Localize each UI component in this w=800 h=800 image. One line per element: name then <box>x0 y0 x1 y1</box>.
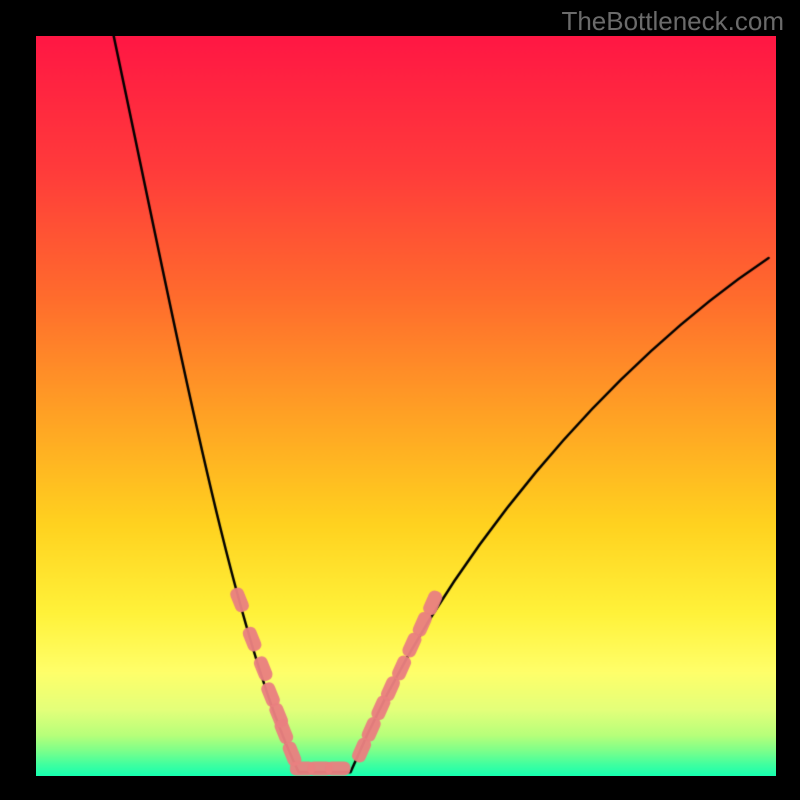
chart-plot-area <box>36 36 776 776</box>
chart-curve-layer <box>36 36 776 776</box>
watermark-text: TheBottleneck.com <box>561 6 784 37</box>
